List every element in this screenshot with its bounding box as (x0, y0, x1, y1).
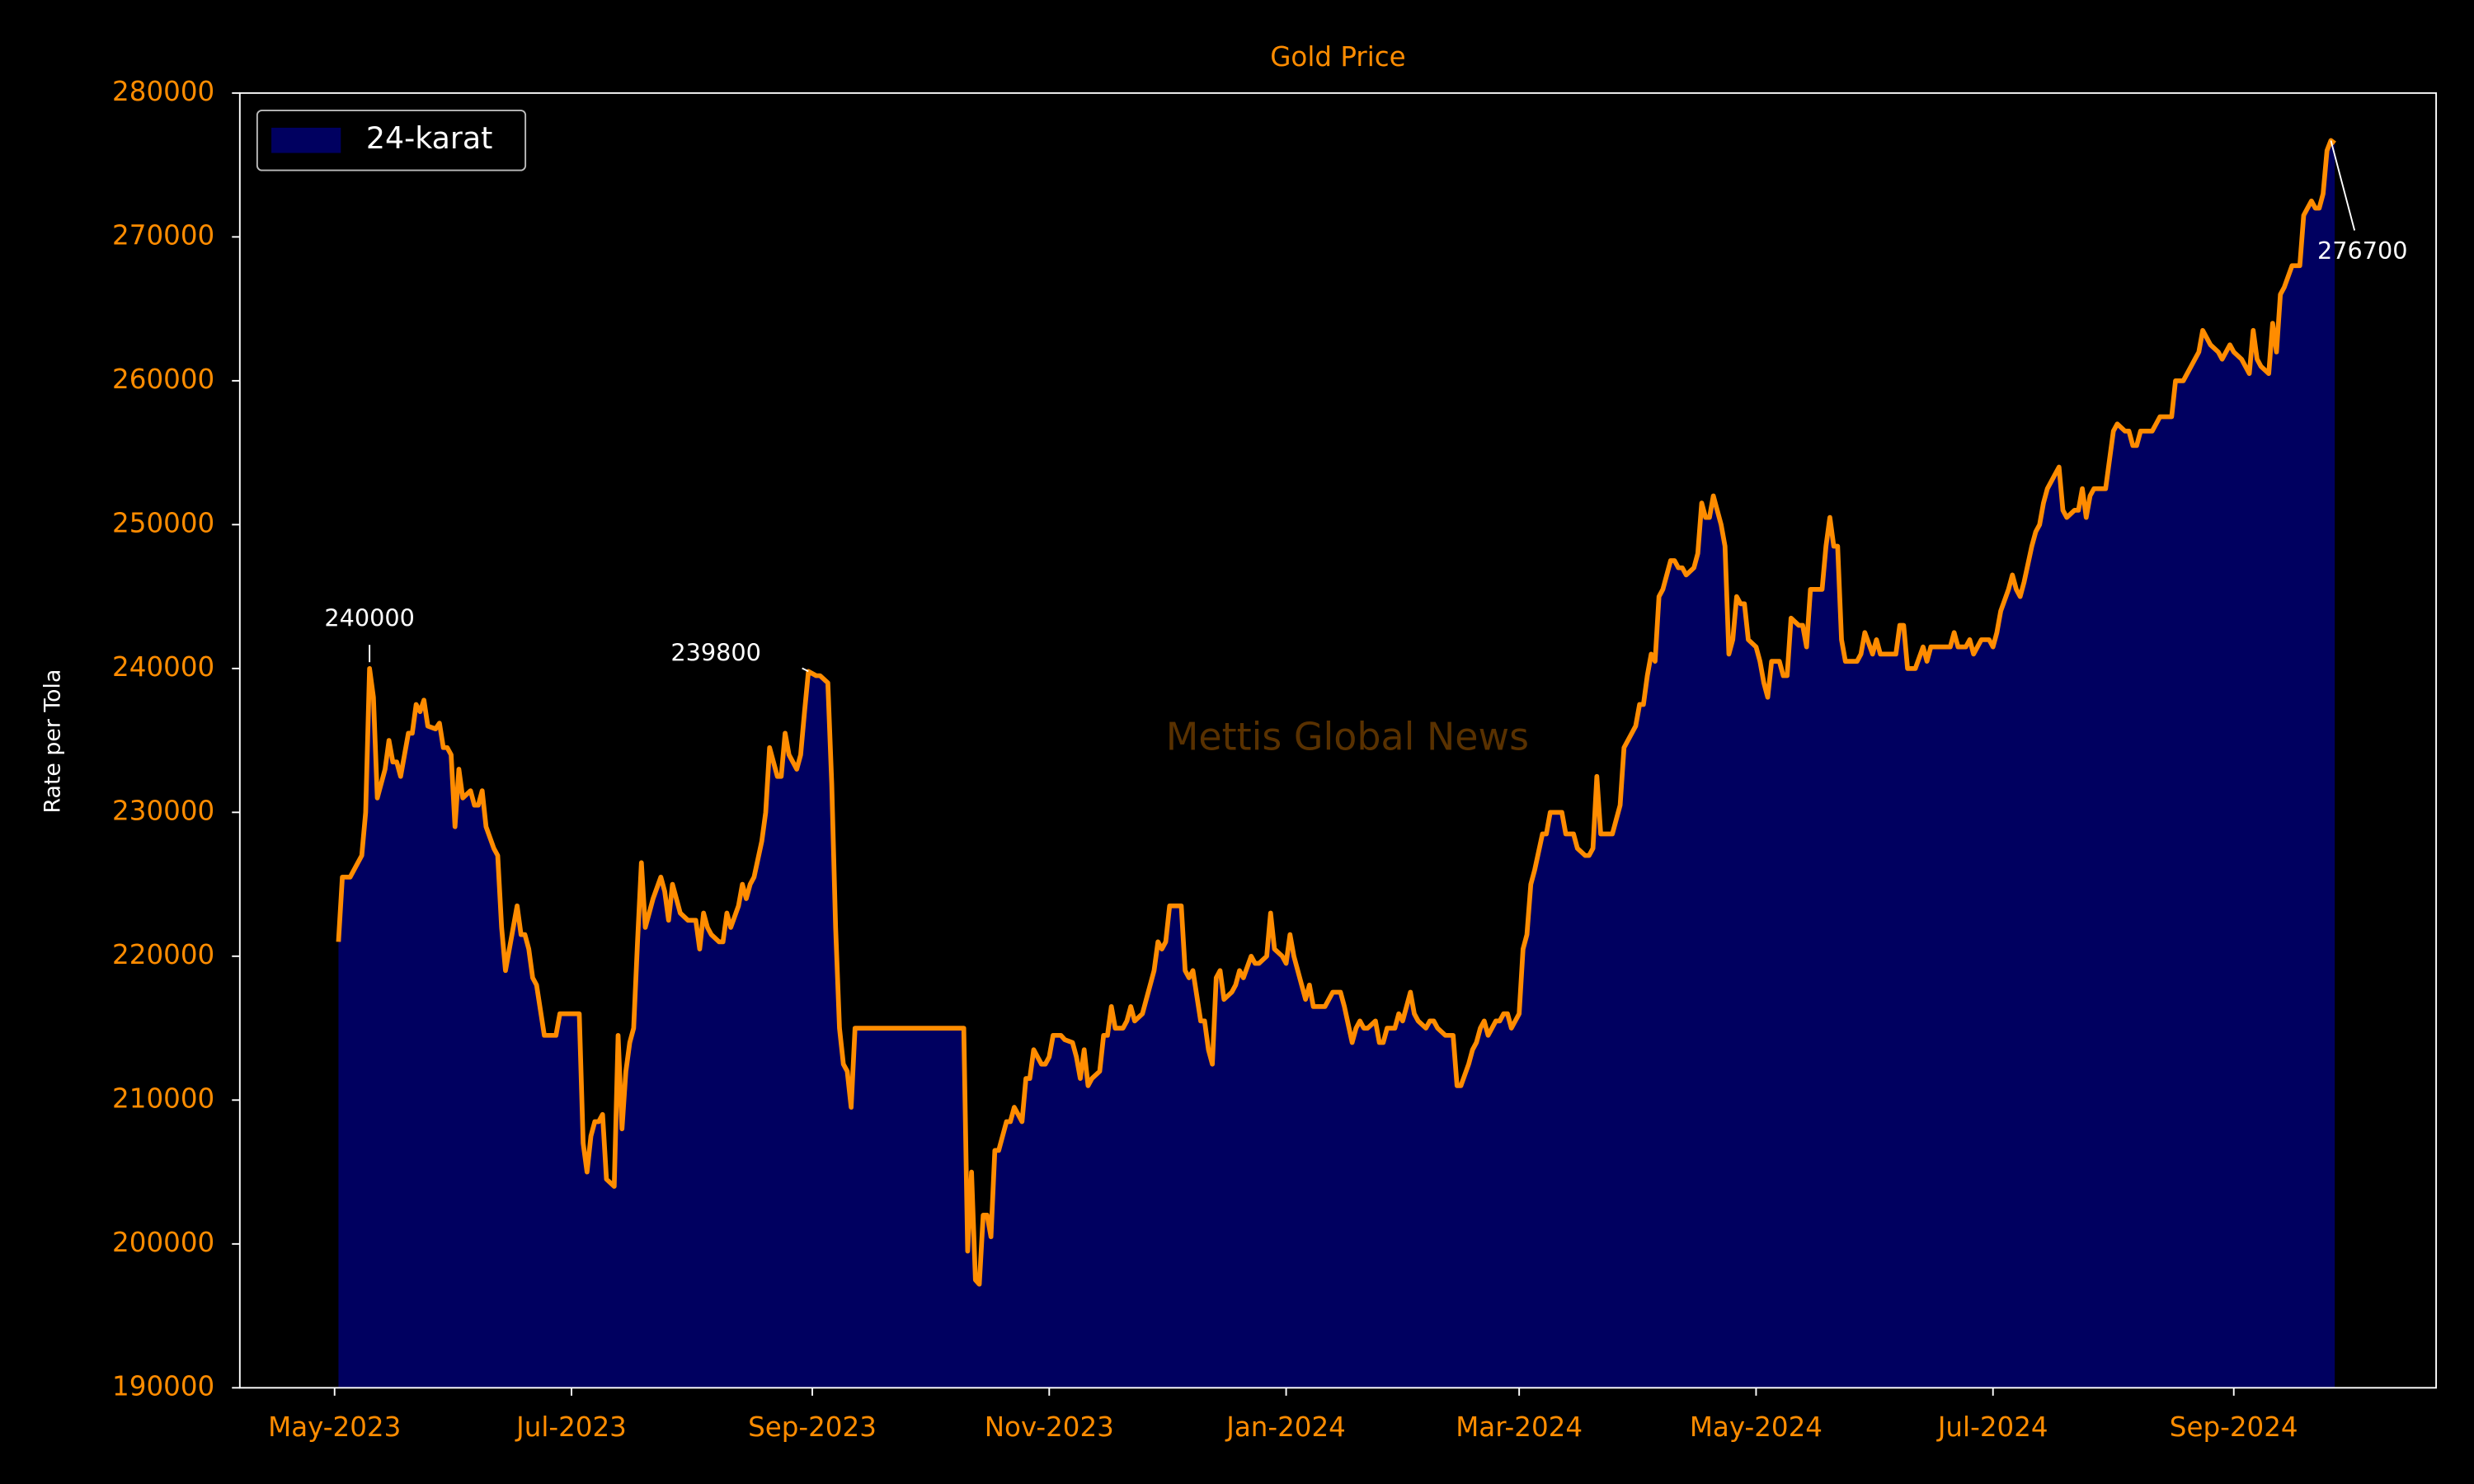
x-tick-label: Jul-2024 (1936, 1411, 2048, 1443)
y-tick-label: 260000 (112, 364, 214, 395)
legend-label: 24-karat (366, 120, 492, 156)
y-tick-label: 210000 (112, 1082, 214, 1114)
y-tick-label: 250000 (112, 507, 214, 538)
y-tick-label: 280000 (112, 76, 214, 107)
y-tick-label: 220000 (112, 939, 214, 970)
y-tick-label: 240000 (112, 651, 214, 683)
annotation-label: 239800 (670, 638, 761, 666)
x-tick-label: May-2024 (1690, 1411, 1823, 1443)
annotation-arrow (802, 667, 809, 673)
y-tick-label: 270000 (112, 219, 214, 251)
annotation-arrow (2330, 140, 2356, 231)
y-axis-label: Rate per Tola (40, 669, 66, 814)
x-tick-label: Nov-2023 (985, 1411, 1114, 1443)
annotation-label: 276700 (2317, 237, 2408, 265)
legend-box (256, 109, 527, 171)
x-tick-label: Mar-2024 (1456, 1411, 1583, 1443)
y-tick-label: 230000 (112, 795, 214, 826)
area (338, 140, 2335, 1388)
annotation-label: 240000 (324, 604, 415, 632)
line (336, 138, 2336, 1287)
x-tick-label: Sep-2024 (2170, 1411, 2298, 1443)
chart-title: Gold Price (1270, 41, 1405, 73)
y-tick-label: 200000 (112, 1227, 214, 1258)
plot-frame (238, 92, 2438, 1389)
watermark: Mettis Global News (1166, 715, 1529, 759)
legend-swatch (271, 127, 341, 153)
x-tick-label: Jul-2023 (515, 1411, 627, 1443)
y-tick-label: 190000 (112, 1370, 214, 1402)
x-tick-label: Jan-2024 (1225, 1411, 1346, 1443)
x-tick-label: Sep-2023 (748, 1411, 877, 1443)
x-tick-label: May-2023 (268, 1411, 401, 1443)
